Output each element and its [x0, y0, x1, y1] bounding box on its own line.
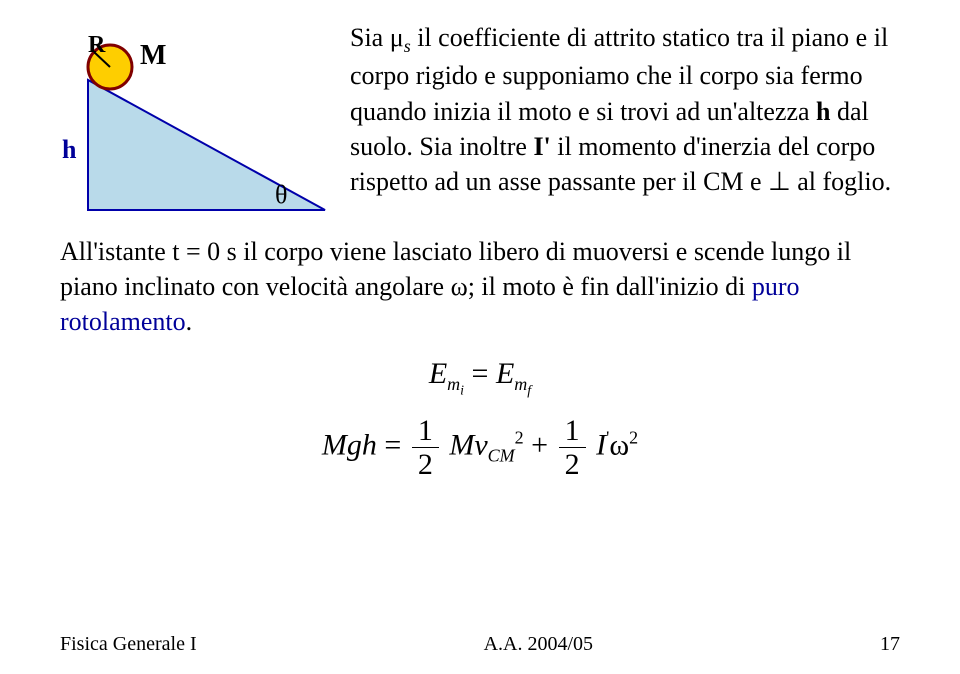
eq2-Mv: Mv: [449, 428, 487, 461]
eq1-i: i: [460, 384, 464, 399]
eq2-frac2: 1 2: [559, 414, 586, 481]
body-paragraph: All'istante t = 0 s il corpo viene lasci…: [60, 234, 900, 339]
text-p1b: il coefficiente di attrito statico tra i…: [350, 23, 888, 126]
M-label: M: [140, 40, 166, 72]
mu-sub: s: [404, 36, 411, 56]
omega-symbol: ω: [451, 272, 468, 301]
perp-symbol: ⊥: [768, 167, 791, 196]
eq2-den2: 2: [559, 448, 586, 481]
eq1-f: f: [527, 384, 531, 399]
eq2-omega: ω: [609, 428, 629, 461]
footer-left: Fisica Generale I: [60, 633, 197, 656]
eq1-m2: m: [514, 374, 527, 394]
intro-paragraph: Sia μs il coefficiente di attrito static…: [340, 20, 900, 199]
I-text: I': [533, 132, 550, 161]
text-p1a: Sia: [350, 23, 390, 52]
eq2-den1: 2: [412, 448, 439, 481]
eq1-E2: E: [496, 357, 514, 390]
h-label: h: [62, 135, 76, 165]
equation-2: Mgh = 1 2 MvCM2 + 1 2 I'ω2: [60, 414, 900, 481]
eq1-E1: E: [429, 357, 447, 390]
text-p1e: al foglio.: [791, 167, 891, 196]
mu-symbol: μ: [390, 23, 404, 52]
eq1-m1: m: [447, 374, 460, 394]
footer-right: 17: [880, 633, 900, 656]
R-label: R: [88, 32, 105, 59]
equations-block: Emi = Emf Mgh = 1 2 MvCM2 + 1 2 I'ω2: [60, 357, 900, 481]
eq2-num1: 1: [412, 414, 439, 448]
eq2-eq: =: [384, 428, 408, 461]
footer-center: A.A. 2004/05: [484, 633, 593, 656]
text-p2c: .: [186, 307, 193, 336]
eq2-plus: +: [531, 428, 555, 461]
h-text: h: [816, 97, 830, 126]
page-footer: Fisica Generale I A.A. 2004/05 17: [0, 633, 960, 656]
incline-diagram: h R M θ: [60, 20, 340, 230]
eq2-I: I: [596, 428, 606, 461]
text-p2b: ; il moto è fin dall'inizio di: [468, 272, 752, 301]
eq2-frac1: 1 2: [412, 414, 439, 481]
eq2-sq1: 2: [515, 427, 524, 447]
eq2-num2: 1: [559, 414, 586, 448]
eq1-eq: =: [472, 357, 496, 390]
eq2-sq2: 2: [629, 427, 638, 447]
incline-triangle: [88, 80, 325, 210]
equation-1: Emi = Emf: [60, 357, 900, 400]
eq2-CM: CM: [488, 445, 515, 465]
eq2-Mgh: Mgh: [322, 428, 377, 461]
theta-label: θ: [275, 180, 287, 210]
